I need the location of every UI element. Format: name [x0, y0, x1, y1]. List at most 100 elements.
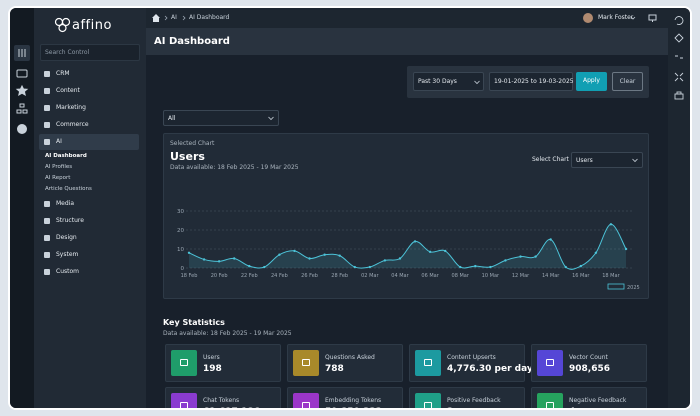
stat-icon: [415, 350, 441, 376]
chart-select[interactable]: Users: [571, 152, 643, 168]
stat-label: Questions Asked: [325, 354, 375, 361]
top-icons: [630, 14, 657, 22]
point: [202, 258, 206, 261]
stat-label: Positive Feedback: [447, 397, 501, 404]
point: [624, 247, 628, 251]
nav-subitem[interactable]: Article Questions: [45, 186, 92, 192]
stat-icon: [537, 393, 563, 408]
breadcrumb-item[interactable]: AI: [171, 14, 177, 21]
date-range[interactable]: 19-01-2025 to 19-03-2025: [489, 72, 574, 91]
stat-icon: [293, 393, 319, 408]
apply-button[interactable]: Apply: [576, 72, 607, 91]
point: [187, 251, 191, 254]
stat-value: 788: [325, 364, 344, 374]
nav-icon: [44, 218, 50, 224]
x-tick-label: 10 Mar: [482, 273, 500, 279]
scope-value: All: [168, 115, 176, 122]
stat-icon-glyph: [302, 359, 310, 366]
x-tick-label: 18 Feb: [181, 273, 198, 279]
point: [278, 253, 281, 256]
stat-label: Users: [203, 354, 220, 361]
nav-item[interactable]: Marketing: [56, 104, 86, 111]
nav-item[interactable]: Commerce: [56, 121, 89, 128]
nav-subitem[interactable]: AI Report: [45, 175, 71, 181]
x-tick-label: 16 Mar: [572, 273, 590, 279]
legend-label: 2025: [627, 285, 640, 291]
x-tick-label: 26 Feb: [301, 273, 318, 279]
point: [489, 265, 492, 269]
x-tick-label: 24 Feb: [271, 273, 288, 279]
point: [443, 249, 447, 253]
nav-icon: [44, 105, 50, 111]
point: [609, 223, 613, 226]
point: [308, 257, 311, 260]
y-tick-label: 20: [177, 228, 184, 234]
select-chart-label: Select Chart: [532, 156, 569, 163]
y-tick-label: 10: [177, 247, 184, 253]
stat-icon-glyph: [180, 359, 188, 366]
page-title: AI Dashboard: [154, 36, 230, 47]
point: [353, 265, 356, 269]
nav-subitem[interactable]: AI Profiles: [45, 164, 73, 170]
stat-label: Embedding Tokens: [325, 397, 382, 404]
stats-cards: Users 198 Questions Asked 788 Content Upsert…: [146, 55, 668, 408]
point: [398, 257, 402, 260]
stats-subtitle: Data available: 18 Feb 2025 - 19 Mar 202…: [163, 330, 292, 337]
nav-item[interactable]: Media: [56, 200, 75, 207]
search-box[interactable]: Search Control: [40, 44, 140, 61]
x-tick-label: 02 Mar: [361, 273, 379, 279]
stat-icon: [171, 393, 197, 408]
nav-icon: [44, 269, 50, 275]
logo-mark: [54, 17, 71, 33]
nav-active: [39, 134, 139, 150]
period-value: Past 30 Days: [418, 78, 457, 85]
nav-subitem[interactable]: AI Dashboard: [45, 153, 87, 159]
stat-card: Positive Feedback2: [409, 387, 525, 408]
line: [188, 223, 627, 270]
apply-label: Apply: [583, 77, 600, 84]
nav-item[interactable]: Design: [56, 234, 77, 241]
x-tick-label: 18 Mar: [602, 273, 620, 279]
point: [474, 264, 477, 268]
point: [594, 251, 598, 254]
period-select[interactable]: Past 30 Days: [413, 72, 484, 91]
point: [293, 249, 296, 253]
nav-item[interactable]: Content: [56, 87, 80, 94]
breadcrumb-item: AI Dashboard: [189, 14, 230, 21]
nav-item[interactable]: System: [56, 251, 79, 258]
main-content: Past 30 Days 19-01-2025 to 19-03-2025 Ap…: [146, 55, 668, 408]
stat-icon: [537, 350, 563, 376]
scope-select[interactable]: All: [163, 110, 279, 126]
stat-icon-glyph: [424, 359, 432, 366]
stat-value: 4,776.30 per day: [447, 364, 533, 374]
clear-button[interactable]: Clear: [612, 72, 643, 91]
right-rail-icons: [674, 16, 684, 100]
icon-rail: [10, 8, 34, 408]
x-tick-label: 22 Feb: [241, 273, 258, 279]
stat-card: Embedding Tokens59,850,332: [287, 387, 403, 408]
rail-icons: [15, 49, 29, 134]
chevron: [632, 158, 638, 163]
point: [534, 255, 537, 258]
chevron: [268, 116, 274, 121]
date-range-value: 19-01-2025 to 19-03-2025: [494, 78, 574, 85]
nav-icon: [44, 235, 50, 241]
page-header: AI Dashboard: [146, 28, 668, 55]
chart-panel: Selected Chart Users Data available: 18 …: [163, 133, 649, 299]
area-fill: [189, 224, 626, 270]
nav-item[interactable]: CRM: [56, 70, 70, 77]
stat-label: Negative Feedback: [569, 397, 627, 404]
stat-icon-glyph: [302, 402, 310, 408]
right-rail: [668, 8, 690, 408]
nav-item[interactable]: Custom: [56, 268, 79, 275]
nav-item[interactable]: Structure: [56, 217, 84, 224]
user-name[interactable]: Mark Foster: [598, 14, 634, 21]
nav-item[interactable]: AI: [56, 138, 62, 145]
point: [368, 265, 372, 269]
clear-label: Clear: [619, 78, 636, 85]
avatar[interactable]: [583, 13, 593, 23]
y-tick-label: 30: [177, 209, 184, 215]
point: [459, 265, 462, 269]
nav-icon: [44, 252, 50, 258]
